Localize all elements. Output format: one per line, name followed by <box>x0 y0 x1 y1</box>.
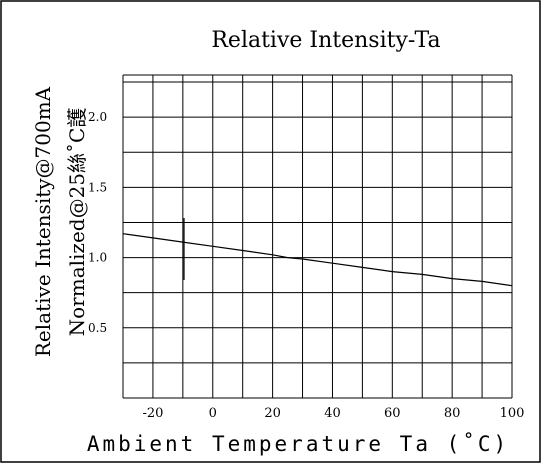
y-axis-label: Relative Intensity@700mA <box>31 86 55 357</box>
x-tick-label: 0 <box>209 406 217 421</box>
ticks: -20 0 20 40 60 80 100 0.5 1.0 1.5 2.0 <box>88 110 524 421</box>
x-tick-label: 60 <box>384 406 401 421</box>
chart-title: Relative Intensity-Ta <box>211 28 440 53</box>
y-tick-label: 2.0 <box>88 110 107 124</box>
y-tick-label: 1.0 <box>88 251 107 265</box>
series <box>122 233 513 287</box>
x-tick-label: 80 <box>444 406 461 421</box>
grid <box>122 74 513 399</box>
x-tick-label: 40 <box>324 406 341 421</box>
x-tick-label: 100 <box>500 406 525 421</box>
x-tick-label: -20 <box>142 406 163 421</box>
y-tick-label: 1.5 <box>88 180 107 194</box>
x-axis-label: Ambient Temperature Ta (˚C) <box>87 432 509 456</box>
x-tick-label: 20 <box>264 406 281 421</box>
y-tick-label: 0.5 <box>88 321 107 335</box>
y-axis-label-2: Normalized@25絲˚C護 <box>65 108 89 337</box>
series-line <box>122 233 513 287</box>
